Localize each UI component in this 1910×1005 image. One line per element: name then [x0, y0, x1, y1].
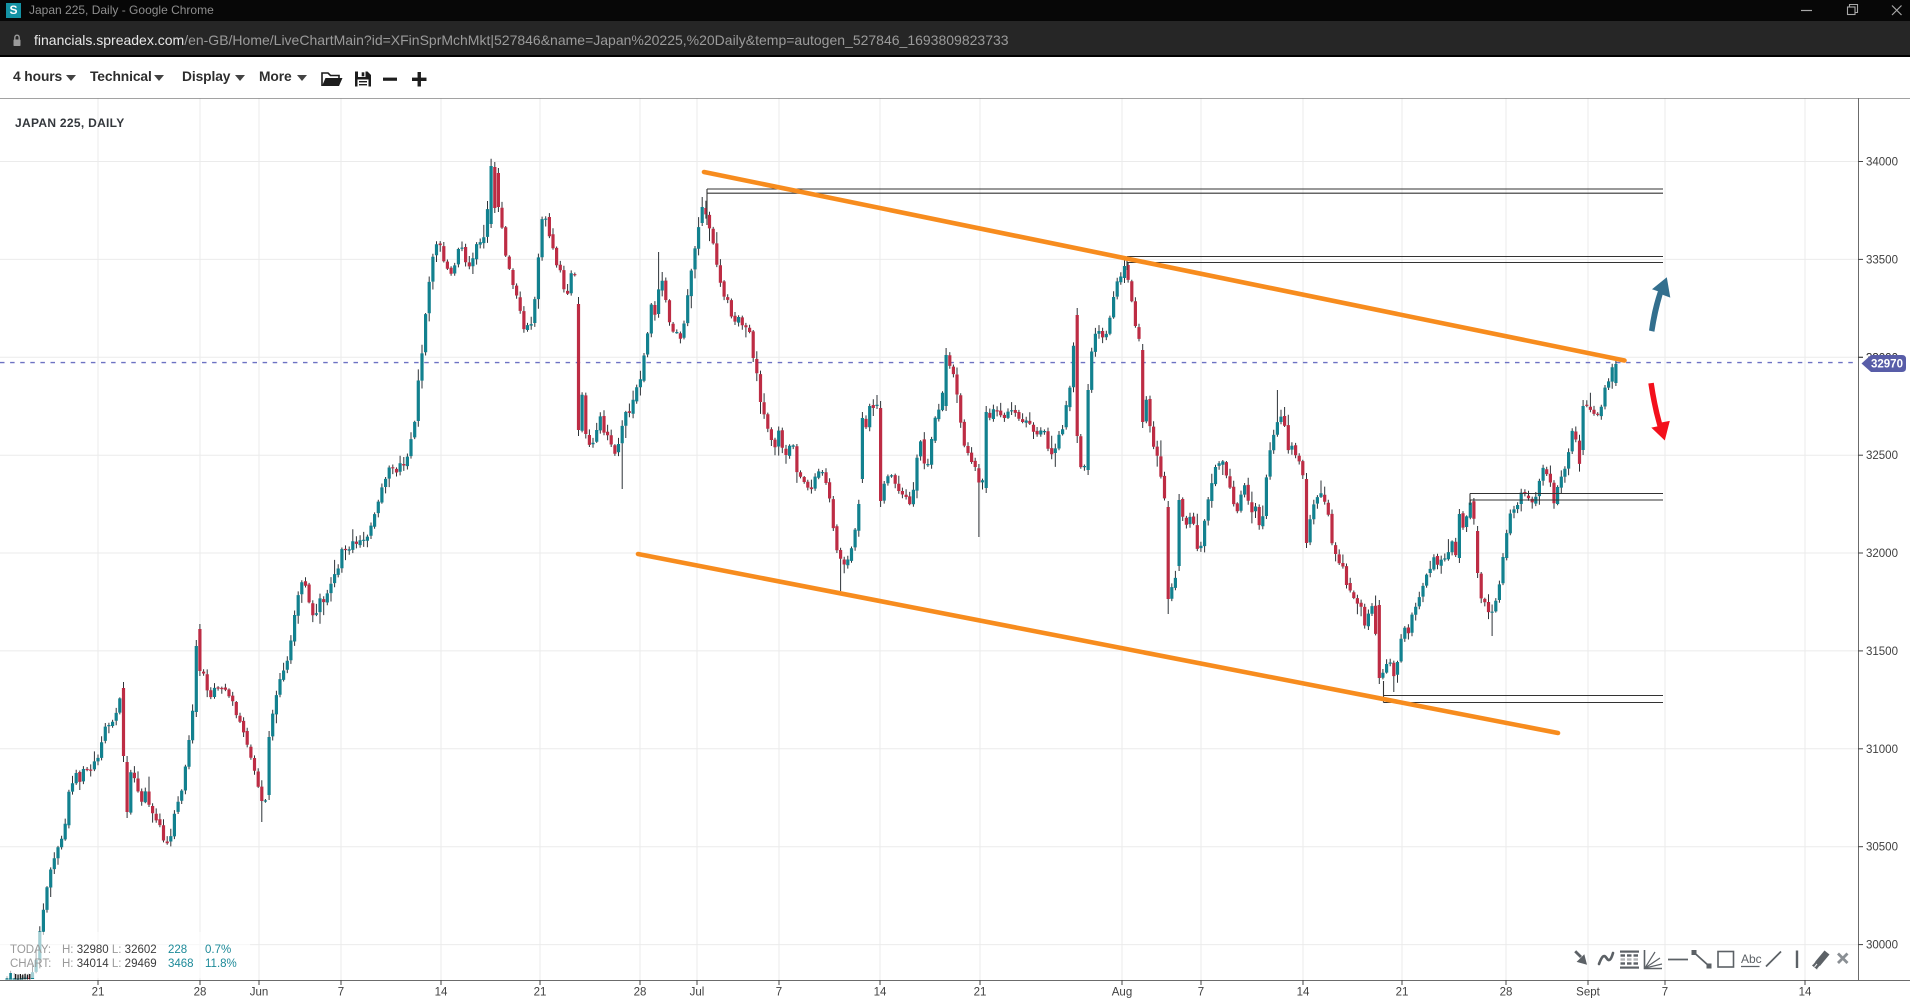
svg-text:11.8%: 11.8% [205, 958, 237, 970]
svg-text:32500: 32500 [1866, 450, 1898, 462]
svg-text:30500: 30500 [1866, 842, 1898, 854]
svg-text:3468: 3468 [168, 958, 194, 970]
svg-text:Abc: Abc [1741, 952, 1762, 966]
svg-text:32970: 32970 [1871, 359, 1903, 371]
svg-text:7: 7 [776, 987, 782, 999]
svg-text:14: 14 [435, 987, 448, 999]
svg-text:Jul: Jul [690, 987, 705, 999]
svg-text:7: 7 [338, 987, 344, 999]
svg-text:21: 21 [534, 987, 547, 999]
svg-text:21: 21 [92, 987, 105, 999]
svg-text:28: 28 [634, 987, 647, 999]
svg-text:14: 14 [874, 987, 887, 999]
svg-text:21: 21 [974, 987, 987, 999]
svg-text:14: 14 [1799, 987, 1812, 999]
svg-text:7: 7 [1662, 987, 1668, 999]
svg-text:CHART:: CHART: [10, 958, 51, 970]
svg-text:31500: 31500 [1866, 646, 1898, 658]
svg-text:32000: 32000 [1866, 548, 1898, 560]
svg-text:28: 28 [194, 987, 207, 999]
svg-text:34000: 34000 [1866, 157, 1898, 169]
svg-text:Sept: Sept [1576, 987, 1600, 999]
svg-text:228: 228 [168, 944, 187, 956]
svg-text:21: 21 [1396, 987, 1409, 999]
svg-text:30000: 30000 [1866, 940, 1898, 952]
svg-text:Aug: Aug [1112, 987, 1132, 999]
svg-text:TODAY:: TODAY: [10, 944, 51, 956]
svg-text:14: 14 [1297, 987, 1310, 999]
svg-text:Jun: Jun [250, 987, 269, 999]
svg-text:28: 28 [1500, 987, 1513, 999]
svg-text:33500: 33500 [1866, 254, 1898, 266]
svg-text:JAPAN 225, DAILY: JAPAN 225, DAILY [15, 116, 125, 130]
svg-text:H: 32980 L: 32602: H: 32980 L: 32602 [62, 944, 157, 956]
svg-text:7: 7 [1198, 987, 1204, 999]
svg-text:H: 34014 L: 29469: H: 34014 L: 29469 [62, 958, 157, 970]
svg-text:31000: 31000 [1866, 744, 1898, 756]
svg-text:0.7%: 0.7% [205, 944, 231, 956]
